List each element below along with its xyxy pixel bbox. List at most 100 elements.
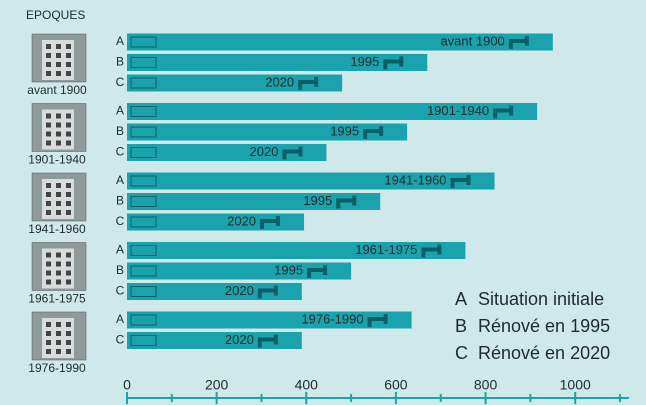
x-tick-label: 200 (205, 377, 229, 393)
bar-key: A (116, 312, 124, 326)
window (66, 71, 71, 76)
window (56, 201, 61, 206)
bar-key: A (116, 243, 124, 257)
bar (127, 54, 427, 71)
window (66, 349, 71, 354)
window (46, 53, 51, 58)
window (66, 271, 71, 276)
window (56, 210, 61, 215)
x-tick-label: 0 (123, 377, 131, 393)
window (46, 349, 51, 354)
window (56, 322, 61, 327)
window (56, 71, 61, 76)
window (46, 280, 51, 285)
bar-key: C (116, 145, 125, 159)
bar-label: 1995 (330, 123, 359, 138)
bar-key: C (116, 284, 125, 298)
window (46, 253, 51, 258)
bar-label: 1961-1975 (355, 242, 417, 257)
window (46, 331, 51, 336)
epoch-label: 1901-1940 (28, 153, 86, 167)
window (66, 53, 71, 58)
legend-key: C (455, 343, 468, 363)
bar-label: 2020 (265, 74, 294, 89)
x-tick-label: 400 (295, 377, 319, 393)
window (46, 44, 51, 49)
bar-label: 2020 (227, 213, 256, 228)
window (56, 183, 61, 188)
bar-label: 2020 (225, 283, 254, 298)
window (56, 123, 61, 128)
window (56, 141, 61, 146)
legend-label: Rénové en 1995 (478, 316, 610, 336)
legend-label: Situation initiale (478, 289, 604, 309)
window (66, 132, 71, 137)
window (56, 62, 61, 67)
window (46, 183, 51, 188)
window (66, 262, 71, 267)
window (56, 262, 61, 267)
window (56, 132, 61, 137)
window (66, 253, 71, 258)
bar-label: avant 1900 (440, 33, 504, 48)
window (56, 349, 61, 354)
window (46, 62, 51, 67)
bar-label: 1976-1990 (301, 311, 363, 326)
window (66, 141, 71, 146)
bar-key: C (116, 333, 125, 347)
window (66, 280, 71, 285)
bar-label: 1995 (303, 193, 332, 208)
window (46, 210, 51, 215)
bar-label: 2020 (225, 332, 254, 347)
window (66, 44, 71, 49)
window (46, 262, 51, 267)
window (46, 132, 51, 137)
window (66, 192, 71, 197)
epoch-label: 1941-1960 (28, 222, 86, 236)
window (56, 44, 61, 49)
bar-key: B (116, 194, 124, 208)
window (46, 322, 51, 327)
window (66, 183, 71, 188)
window (46, 114, 51, 119)
window (46, 271, 51, 276)
window (56, 331, 61, 336)
window (46, 201, 51, 206)
legend-key: A (455, 289, 467, 309)
bar-key: A (116, 104, 124, 118)
window (66, 123, 71, 128)
x-tick-label: 800 (474, 377, 498, 393)
window (56, 253, 61, 258)
bar-key: B (116, 124, 124, 138)
bar-key: B (116, 263, 124, 277)
window (66, 201, 71, 206)
window (66, 62, 71, 67)
bar-label: 1995 (350, 54, 379, 69)
bar-label: 1941-1960 (384, 172, 446, 187)
bar-key: C (116, 75, 125, 89)
window (66, 322, 71, 327)
window (66, 114, 71, 119)
window (56, 192, 61, 197)
x-tick-label: 600 (384, 377, 408, 393)
bar-label: 1995 (274, 262, 303, 277)
bar-key: B (116, 55, 124, 69)
legend-key: B (455, 316, 467, 336)
window (56, 340, 61, 345)
epoch-label: avant 1900 (27, 83, 87, 97)
chart-title: EPOQUES (26, 8, 85, 22)
bar-label: 1901-1940 (427, 103, 489, 118)
window (56, 114, 61, 119)
window (46, 71, 51, 76)
window (46, 340, 51, 345)
window (46, 192, 51, 197)
legend-label: Rénové en 2020 (478, 343, 610, 363)
window (46, 123, 51, 128)
window (66, 331, 71, 336)
x-tick-label: 1000 (560, 377, 591, 393)
epoch-label: 1976-1990 (28, 361, 86, 375)
epoch-label: 1961-1975 (28, 292, 86, 306)
window (56, 280, 61, 285)
bar-key: A (116, 173, 124, 187)
window (56, 53, 61, 58)
